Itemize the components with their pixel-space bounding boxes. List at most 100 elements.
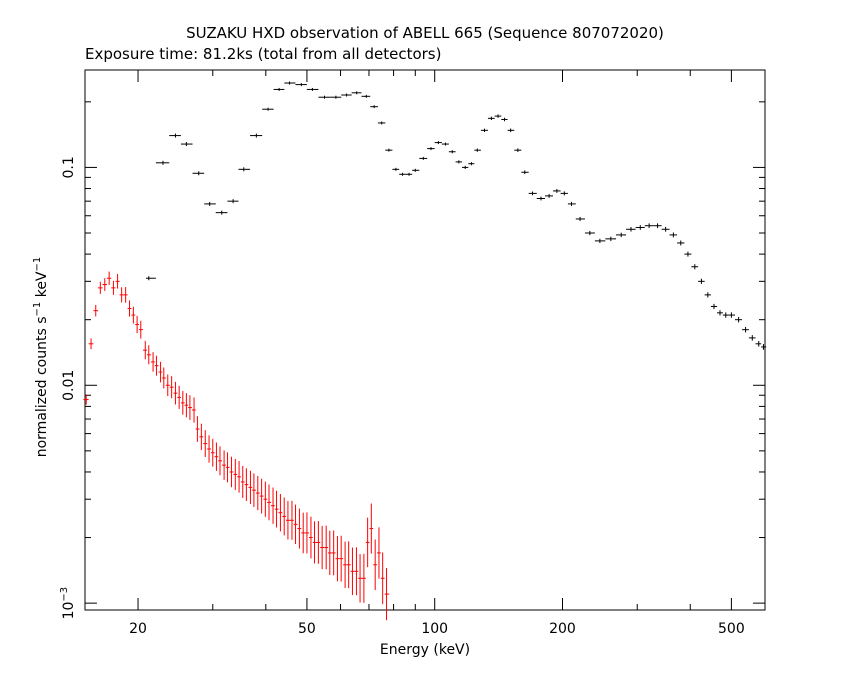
data-point <box>312 521 317 564</box>
data-point <box>691 264 699 270</box>
data-point <box>480 128 488 132</box>
data-point <box>567 201 576 206</box>
data-point <box>180 142 193 147</box>
data-point <box>653 223 662 229</box>
data-point <box>274 490 279 528</box>
data-point <box>448 150 456 154</box>
data-point <box>405 172 413 176</box>
y-axis-label-mid: keV <box>34 271 50 302</box>
data-point <box>102 278 107 291</box>
x-tick-label: 20 <box>129 621 147 637</box>
data-point <box>203 430 208 457</box>
y-axis-label-exp2: −1 <box>32 257 43 272</box>
data-point <box>427 147 435 151</box>
data-point <box>441 142 449 146</box>
data-point <box>351 91 362 95</box>
data-point <box>237 461 241 493</box>
data-point <box>761 344 767 350</box>
data-point <box>341 93 352 97</box>
data-point <box>98 281 103 294</box>
data-point <box>661 226 670 232</box>
y-tick-label: 10−3 <box>59 587 77 620</box>
data-point <box>233 458 238 490</box>
data-point <box>267 484 272 521</box>
data-point <box>165 374 170 397</box>
data-point <box>150 352 155 372</box>
data-point <box>358 554 362 603</box>
data-point <box>710 303 717 310</box>
data-point <box>370 105 378 109</box>
data-point <box>434 141 442 145</box>
data-point <box>545 193 553 198</box>
axis-ticks: 20 50 100 200 500 10−3 0.01 0.1 <box>59 70 766 637</box>
data-point <box>552 188 561 193</box>
chart-title: SUZAKU HXD observation of ABELL 665 (Seq… <box>186 24 664 42</box>
data-point <box>227 199 239 204</box>
data-point <box>412 168 420 172</box>
data-point <box>575 216 585 222</box>
data-point <box>377 527 381 579</box>
data-point <box>259 478 264 514</box>
data-point <box>716 310 723 316</box>
data-point <box>282 497 287 536</box>
data-point <box>184 393 189 418</box>
data-point <box>728 312 736 318</box>
data-point <box>248 470 253 504</box>
x-tick-label: 50 <box>298 621 316 637</box>
data-point <box>346 541 351 589</box>
data-point <box>143 340 148 360</box>
data-point <box>271 487 275 524</box>
data-point <box>225 452 230 483</box>
data-point <box>169 133 181 138</box>
data-point <box>111 280 116 295</box>
data-point <box>462 165 469 170</box>
y-axis-label: normalized counts s−1 keV−1 <box>32 257 50 458</box>
data-point <box>616 232 627 238</box>
data-point <box>301 512 306 554</box>
data-point <box>252 473 256 507</box>
data-point <box>384 568 390 621</box>
data-point <box>626 227 636 232</box>
data-point <box>244 468 249 501</box>
chart-subtitle: Exposure time: 81.2ks (total from all de… <box>85 45 441 63</box>
data-point <box>306 87 319 91</box>
data-point <box>501 117 508 122</box>
x-tick-label: 200 <box>549 621 576 637</box>
data-point <box>605 236 617 242</box>
data-point <box>331 530 336 576</box>
data-point <box>106 271 112 285</box>
data-point <box>263 481 268 517</box>
data-point <box>536 196 546 201</box>
series-1 <box>83 271 390 621</box>
data-point <box>380 552 385 605</box>
data-point <box>392 167 400 171</box>
y-tick-label: 0.01 <box>61 370 77 401</box>
data-point <box>385 148 393 152</box>
data-point <box>698 278 705 284</box>
data-point <box>119 287 124 303</box>
data-point <box>284 81 296 85</box>
data-point <box>273 87 285 91</box>
data-point <box>507 128 515 133</box>
data-point <box>594 238 606 244</box>
data-point <box>684 251 692 257</box>
data-point <box>138 320 144 339</box>
data-point <box>330 95 342 99</box>
data-point <box>145 276 156 281</box>
data-point <box>755 341 762 347</box>
data-point <box>327 530 332 576</box>
data-point <box>305 512 309 554</box>
data-point <box>123 287 128 303</box>
data-point <box>308 516 313 559</box>
data-point <box>207 435 211 463</box>
data-point <box>722 312 729 318</box>
data-point <box>669 232 678 238</box>
data-point <box>115 274 120 289</box>
data-point <box>229 456 234 488</box>
data-point <box>250 133 263 138</box>
data-point <box>365 517 370 568</box>
data-point <box>339 535 344 582</box>
data-point <box>644 223 654 229</box>
data-point <box>188 395 192 420</box>
